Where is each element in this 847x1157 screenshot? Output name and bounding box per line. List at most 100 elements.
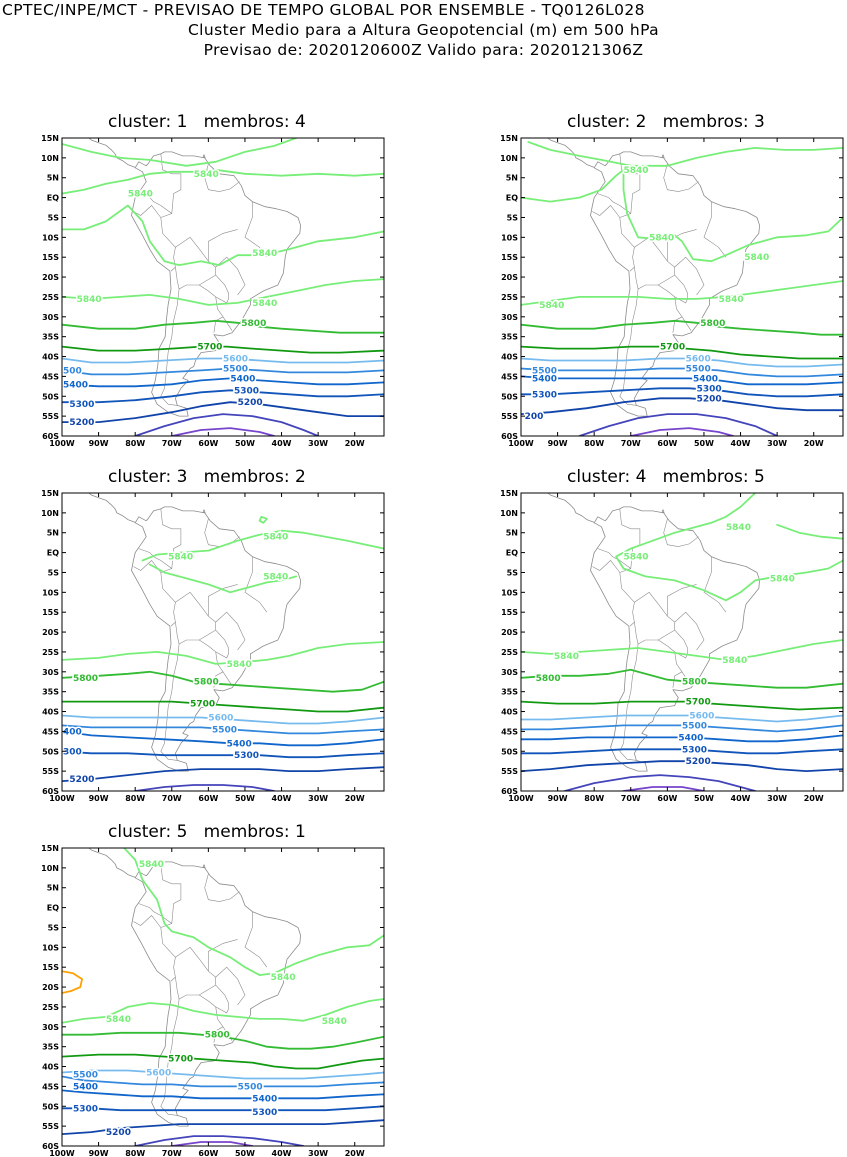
lon-tick-label: 80W — [125, 439, 145, 448]
contour-line — [521, 724, 843, 733]
contour-label: 5400 — [532, 374, 557, 384]
coastline — [547, 493, 595, 523]
lat-tick-label: 40S — [42, 1063, 59, 1072]
country-border — [204, 163, 240, 192]
panel-title: cluster: 1 membros: 4 — [108, 112, 306, 132]
contour-line — [62, 138, 298, 167]
lat-tick-label: 20S — [501, 628, 518, 637]
contour-line — [62, 766, 384, 782]
country-border — [663, 518, 699, 547]
lon-tick-label: 70W — [162, 1149, 182, 1157]
lon-tick-label: 20W — [804, 439, 824, 448]
lat-tick-label: 10N — [41, 864, 59, 873]
contour-label: 5300 — [697, 384, 722, 394]
lat-tick-label: 55S — [42, 412, 59, 421]
lon-tick-label: 50W — [694, 439, 714, 448]
contour-label: 5300 — [682, 745, 707, 755]
contour-label: 5600 — [208, 713, 233, 723]
header-line-1: CPTEC/INPE/MCT - PREVISAO DE TEMPO GLOBA… — [2, 1, 645, 19]
country-border — [204, 873, 240, 902]
lat-tick-label: 50S — [42, 1102, 59, 1111]
map-frame — [61, 137, 385, 437]
contour-line — [615, 493, 843, 602]
map-plot-area — [62, 848, 384, 1146]
country-border — [215, 611, 246, 651]
lat-tick-label: 60S — [42, 432, 59, 441]
contour-line — [521, 357, 843, 368]
contour-line — [521, 168, 843, 263]
contour-label: 5840 — [263, 533, 288, 543]
contour-label: 5300 — [532, 390, 557, 400]
coastline — [563, 487, 583, 490]
contour-line — [62, 970, 83, 994]
contour-label: 5840 — [554, 652, 579, 662]
lat-tick-label: 25S — [42, 1003, 59, 1012]
map-panel-cluster-4: cluster: 4 membros: 5 5840 5840 5840 5840 58… — [481, 467, 844, 803]
lon-tick-label: 20W — [345, 794, 365, 803]
contour-line — [62, 1069, 384, 1080]
lat-tick-label: 30S — [42, 1023, 59, 1032]
lat-tick-label: 60S — [42, 1142, 59, 1151]
lat-tick-label: 5N — [47, 529, 59, 538]
lat-tick-label: 40S — [501, 353, 518, 362]
lat-tick-label: 45S — [501, 727, 518, 736]
country-border — [619, 288, 639, 406]
contour-label: 5200 — [686, 757, 711, 767]
country-border — [663, 163, 699, 192]
contour-label: 5840 — [139, 860, 164, 870]
country-border — [160, 863, 182, 928]
contour-label: 5840 — [726, 523, 751, 533]
contour-label: 5800 — [194, 678, 219, 688]
contour-line — [521, 700, 843, 711]
contour-label: 5840 — [168, 553, 193, 563]
country-border — [215, 1006, 233, 1041]
lon-tick-label: 40W — [272, 1149, 292, 1157]
country-border — [160, 508, 182, 573]
contour-label: 300 — [63, 747, 82, 757]
country-border — [133, 560, 162, 573]
country-border — [619, 508, 641, 573]
lat-tick-label: 20S — [42, 273, 59, 282]
contour-line — [521, 387, 843, 398]
contour-line — [62, 278, 384, 306]
country-border — [244, 911, 268, 968]
lon-tick-label: 70W — [621, 794, 641, 803]
coastline — [202, 864, 206, 868]
lat-tick-label: 20S — [501, 273, 518, 282]
contour-line — [62, 1031, 384, 1050]
country-border — [244, 556, 268, 613]
lon-tick-label: 40W — [272, 439, 292, 448]
contour-label: 5840 — [722, 656, 747, 666]
contour-label: 5700 — [686, 698, 711, 708]
country-border — [215, 256, 246, 296]
contour-line — [141, 529, 384, 562]
lat-tick-label: 50S — [42, 747, 59, 756]
lat-tick-label: 30S — [42, 668, 59, 677]
lat-tick-label: EQ — [47, 549, 59, 558]
contour-line — [134, 784, 276, 791]
country-border — [619, 643, 639, 761]
map-plot-area — [521, 138, 843, 436]
contour-label: 5300 — [234, 386, 259, 396]
lat-tick-label: 10N — [500, 509, 518, 518]
contour-label: 5840 — [649, 233, 674, 243]
contour-label: 5840 — [719, 295, 744, 305]
country-border — [160, 153, 182, 218]
lat-tick-label: 55S — [501, 767, 518, 776]
lon-tick-label: 60W — [657, 439, 677, 448]
contour-label: 5840 — [194, 170, 219, 180]
contour-line — [62, 168, 384, 195]
contour-label: 5400 — [63, 380, 88, 390]
coastline — [131, 151, 301, 417]
lat-tick-label: 25S — [501, 648, 518, 657]
map-panel-cluster-5: cluster: 5 membros: 1 5840 5840 5840 5840 58… — [22, 822, 385, 1157]
contour-label: 5700 — [660, 343, 685, 353]
lat-tick-label: 15S — [42, 253, 59, 262]
lat-tick-label: 10S — [501, 233, 518, 242]
coastline — [563, 132, 583, 135]
lat-tick-label: EQ — [47, 194, 59, 203]
lat-tick-label: 20S — [42, 983, 59, 992]
lat-tick-label: 45S — [42, 1082, 59, 1091]
country-border — [703, 201, 727, 258]
